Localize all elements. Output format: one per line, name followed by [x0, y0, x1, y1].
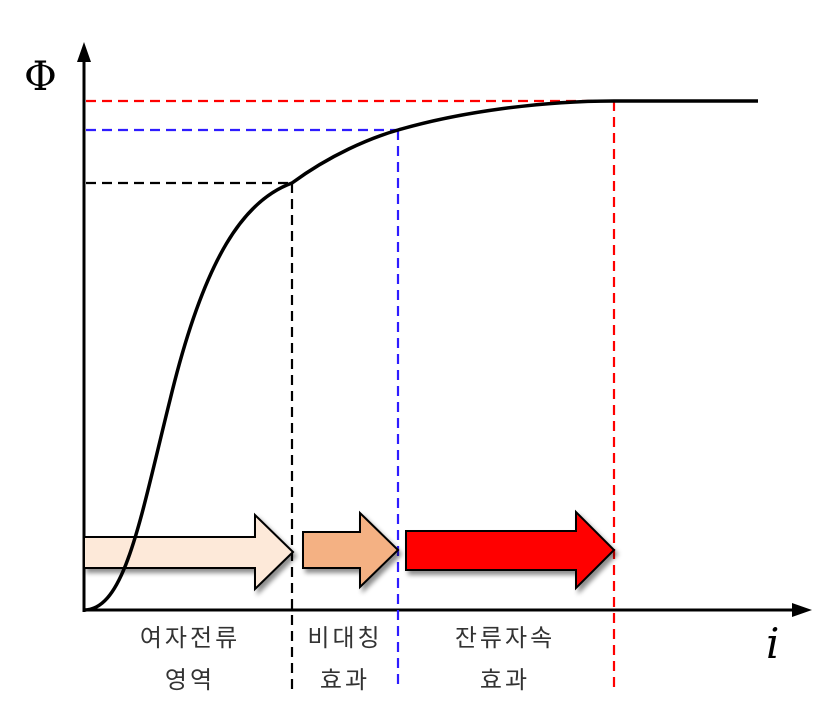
region-label-excitation-line1: 여자전류 — [140, 624, 240, 652]
asymmetry-effect-arrow — [302, 510, 400, 590]
region-label-asymmetry-line2: 효과 — [320, 666, 370, 694]
y-axis-symbol: Φ — [24, 54, 57, 100]
x-axis-arrowhead — [792, 603, 812, 617]
y-axis-arrowhead — [77, 42, 91, 62]
region-label-excitation-line2: 영역 — [165, 666, 215, 694]
remanence-effect-arrow — [405, 509, 616, 591]
x-axis-symbol: i — [766, 619, 779, 668]
region-label-remanence-line1: 잔류자속 — [455, 624, 555, 652]
flux-curve — [83, 99, 758, 612]
excitation-region-arrow — [83, 512, 295, 592]
region-label-asymmetry-line1: 비대칭 — [307, 624, 382, 652]
region-label-remanence-line2: 효과 — [480, 666, 530, 694]
